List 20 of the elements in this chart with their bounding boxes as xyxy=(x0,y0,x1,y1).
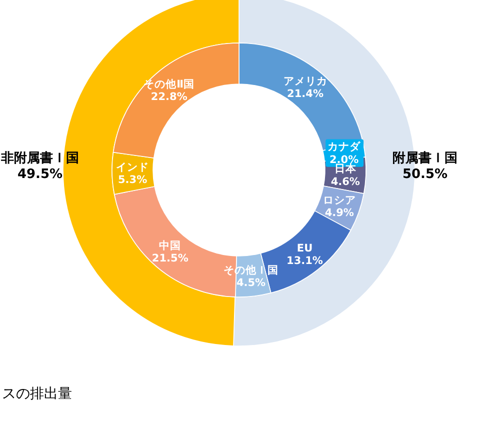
data-label: 4.9% xyxy=(324,206,354,219)
slice-label: 非附属書Ｉ国 xyxy=(0,151,79,166)
data-label: 21.5% xyxy=(152,252,189,265)
slice-label: インド xyxy=(116,162,150,174)
slice-label: その他Ⅱ国 xyxy=(144,77,195,90)
text: スの排出量 xyxy=(2,386,72,402)
slice-label: 日本 xyxy=(334,162,358,176)
data-label: 22.8% xyxy=(150,90,188,103)
data-label: 21.4% xyxy=(287,88,324,100)
data-label: 50.5% xyxy=(402,166,448,182)
data-label: 49.5% xyxy=(17,166,63,182)
data-label: 13.1% xyxy=(286,255,324,268)
data-label: 4.5% xyxy=(236,277,266,290)
slice-label: アメリカ xyxy=(283,75,328,88)
slice-label: EU xyxy=(296,242,313,254)
slice-label: 中国 xyxy=(159,238,182,252)
slice-label: 附属書Ｉ国 xyxy=(392,151,458,166)
slice-label: ロシア xyxy=(322,194,356,206)
data-label: 5.3% xyxy=(118,174,148,186)
data-label: 4.6% xyxy=(330,176,360,188)
